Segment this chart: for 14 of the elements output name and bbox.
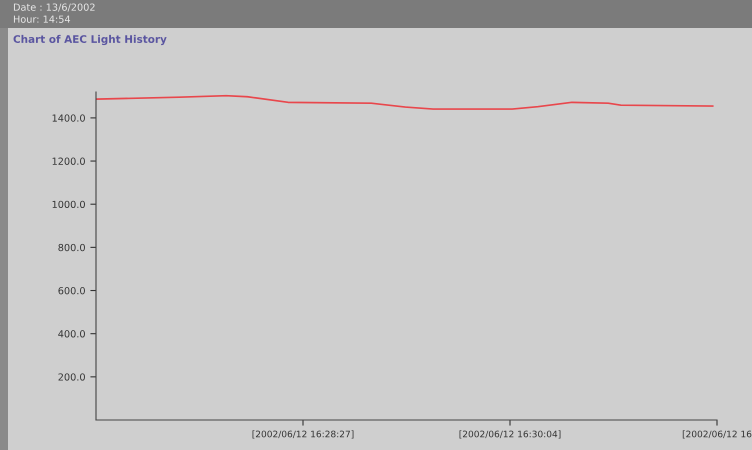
text: Date : 13/6/2002 — [14, 3, 95, 12]
y-tick-label: 1000.0 — [52, 200, 85, 208]
y-tick-label: 400.0 — [58, 330, 85, 338]
y-tick-label: 1400.0 — [52, 114, 85, 122]
x-tick-label: [2002/06/12 16 — [682, 430, 752, 438]
y-tick-label: 800.0 — [58, 244, 85, 252]
x-tick-label: [2002/06/12 16:30:04] — [460, 430, 560, 438]
line-series — [96, 94, 714, 110]
y-tick-label: 600.0 — [58, 287, 85, 294]
x-tick-label: [2002/06/12 16:28:27] — [252, 430, 354, 438]
y-tick-label: 1200.0 — [52, 158, 85, 165]
chart-title: Chart of AEC Light History — [14, 34, 167, 46]
text: Hour: 14:54 — [14, 16, 70, 23]
y-tick-label: 200.0 — [58, 373, 85, 381]
